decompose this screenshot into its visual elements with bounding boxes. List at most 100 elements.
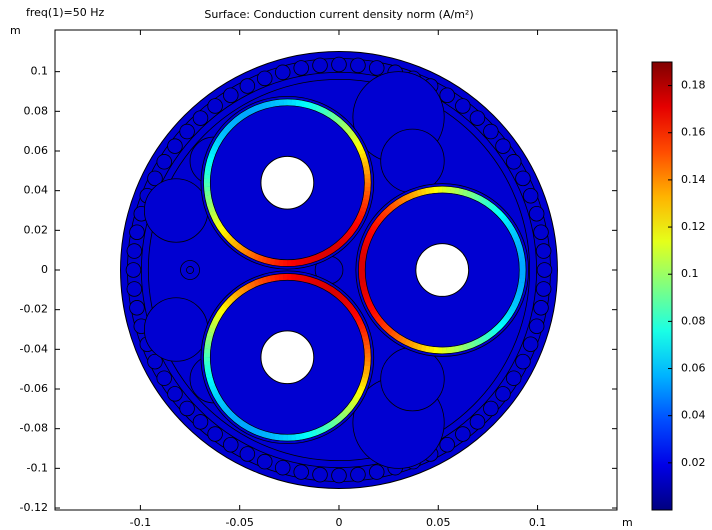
armor-wire	[331, 467, 347, 484]
sheath-segment	[349, 399, 358, 407]
sheath-segment	[424, 187, 431, 195]
armor-wire	[156, 370, 172, 386]
sheath-segment	[274, 274, 280, 281]
colorbar-tick-label: 0.1	[681, 267, 699, 280]
sheath-segment	[363, 344, 371, 350]
armor-wire	[515, 353, 531, 370]
armor-wire	[167, 138, 183, 154]
sheath-segment	[212, 392, 221, 400]
colorbar-tick-label: 0.18	[681, 79, 706, 92]
sheath-segment	[238, 245, 246, 253]
sheath-segment	[454, 345, 460, 353]
sheath-segment	[339, 295, 347, 303]
y-tick-label: -0.1	[27, 461, 48, 474]
sheath-segment	[469, 191, 477, 200]
armor-wire	[156, 154, 172, 170]
sheath-segment	[307, 430, 314, 439]
sheath-segment	[362, 339, 370, 346]
sheath-segment	[315, 279, 322, 287]
sheath-segment	[362, 239, 371, 247]
armor-wire	[274, 459, 291, 476]
armor-wire	[223, 87, 239, 103]
sheath-segment	[209, 210, 217, 217]
sheath-segment	[217, 224, 225, 232]
armor-wire	[126, 281, 143, 297]
sheath-segment	[234, 417, 242, 425]
sheath-segment	[295, 274, 301, 282]
sheath-segment	[502, 315, 510, 323]
sheath-segment	[205, 160, 213, 167]
sheath-segment	[408, 191, 415, 200]
sheath-segment	[367, 228, 376, 235]
sheath-segment	[416, 189, 423, 197]
sheath-segment	[225, 123, 233, 132]
sheath-segment	[295, 259, 301, 266]
sheath-segment	[225, 298, 233, 306]
sheath-segment	[253, 279, 260, 287]
sheath-segment	[269, 432, 276, 440]
sheath-inner	[209, 105, 365, 261]
sheath-segment	[234, 289, 243, 298]
sheath-segment	[365, 231, 374, 239]
sheath-segment	[496, 210, 505, 219]
armor-wire	[125, 262, 142, 278]
sheath-segment	[303, 257, 309, 265]
sheath-segment	[393, 199, 401, 208]
sheath-segment	[204, 343, 212, 350]
sheath-segment	[357, 323, 366, 330]
sheath-segment	[322, 249, 330, 258]
conductor	[415, 243, 470, 297]
sheath-segment	[369, 224, 378, 232]
sheath-segment	[332, 242, 340, 251]
filler	[380, 346, 445, 412]
sheath-segment	[352, 395, 360, 403]
sheath-segment	[265, 100, 272, 109]
sheath-segment	[356, 319, 364, 327]
sheath-segment	[209, 323, 217, 330]
sheath-segment	[347, 402, 355, 411]
sheath-segment	[480, 334, 488, 343]
sheath-segment	[335, 414, 344, 423]
sheath-segment	[269, 100, 276, 108]
sheath-segment	[325, 247, 333, 256]
armor-wire	[536, 262, 553, 278]
sheath-segment	[352, 311, 360, 319]
sheath-segment	[382, 324, 391, 333]
sheath-segment	[311, 429, 318, 437]
sheath-segment	[238, 112, 246, 121]
sheath-segment	[420, 188, 427, 196]
sheath-segment	[295, 99, 301, 107]
sheath-segment	[210, 144, 219, 152]
sheath-segment	[325, 284, 334, 293]
armor-wire	[147, 170, 163, 187]
sheath-segment	[516, 286, 525, 292]
sheath-segment	[458, 188, 465, 196]
sheath-segment	[299, 274, 305, 282]
sheath-segment	[325, 110, 334, 119]
y-tick-label: -0.08	[20, 422, 48, 435]
armor-wire	[439, 87, 455, 103]
sheath-inner	[209, 279, 365, 435]
x-tick-label: 0.1	[529, 516, 547, 529]
sheath-segment	[359, 381, 367, 388]
sheath-segment	[322, 282, 330, 291]
sheath-segment	[392, 332, 401, 341]
sheath-segment	[241, 110, 249, 118]
sheath-segment	[204, 369, 212, 375]
sheath-segment	[354, 140, 362, 148]
sheath-segment	[360, 377, 369, 384]
sheath-segment	[209, 384, 217, 392]
sheath-segment	[396, 197, 404, 206]
sheath-segment	[269, 274, 276, 282]
sheath-segment	[257, 103, 264, 111]
sheath-segment	[222, 405, 230, 414]
armor-wire	[533, 300, 549, 316]
sheath-segment	[428, 346, 435, 354]
sheath-segment	[206, 331, 214, 338]
sheath-segment	[231, 292, 239, 300]
sheath-segment	[389, 202, 398, 210]
sheath-segment	[245, 282, 253, 291]
sheath-segment	[341, 298, 350, 306]
sheath-segment	[359, 256, 366, 262]
